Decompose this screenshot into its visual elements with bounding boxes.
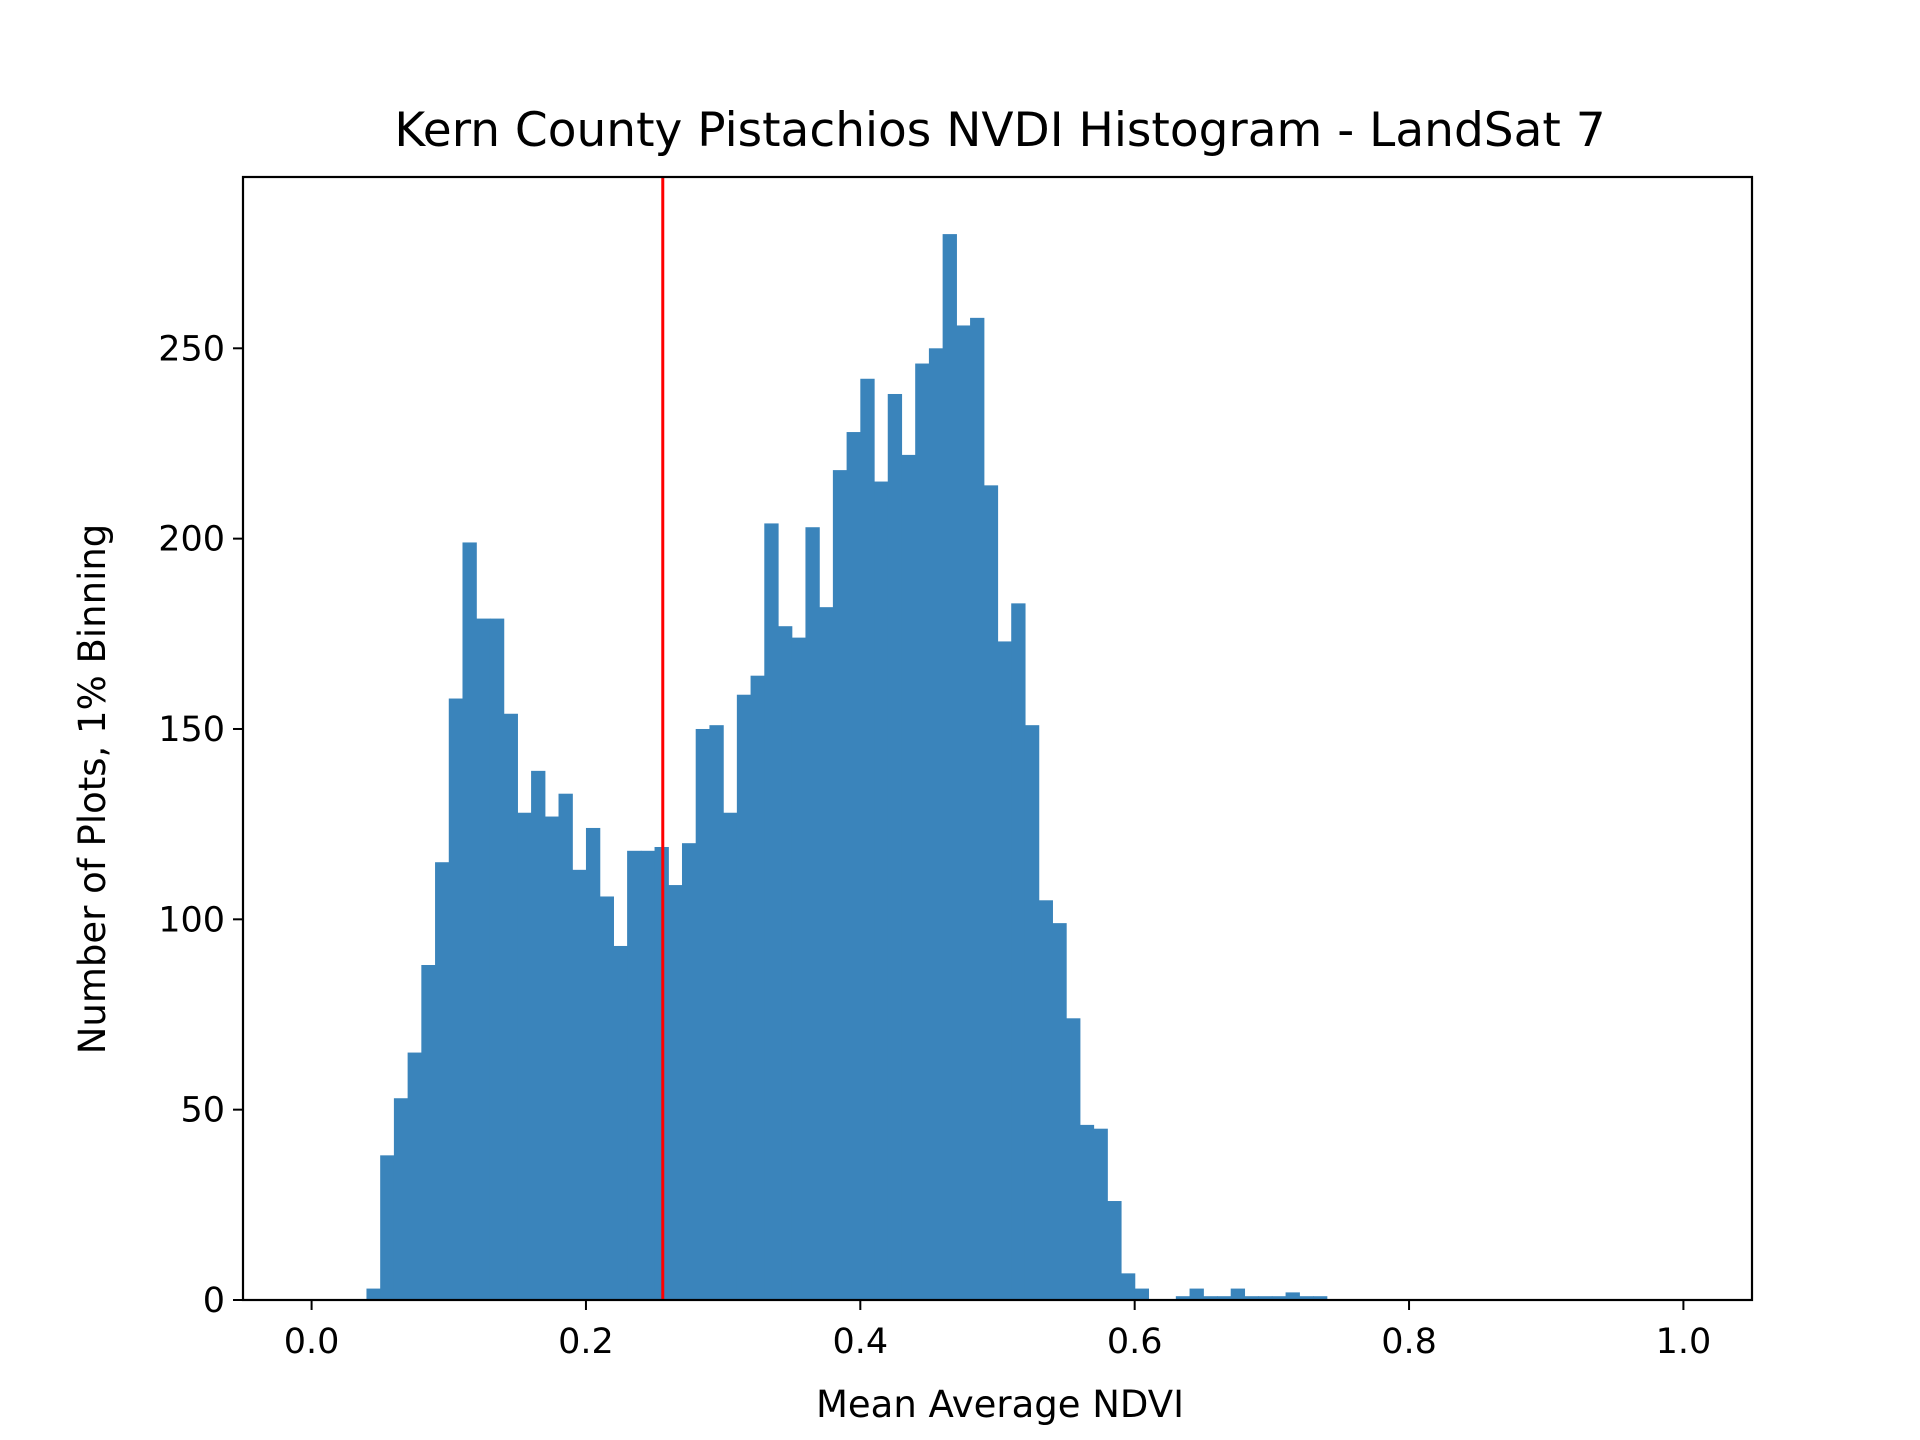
x-tick-label: 0.4 [832, 1322, 888, 1362]
histogram-bar [1271, 1296, 1287, 1300]
histogram-bar [668, 885, 683, 1300]
histogram-bar [613, 945, 628, 1300]
histogram-bar [1313, 1296, 1328, 1300]
chart-title: Kern County Pistachios NVDI Histogram - … [394, 103, 1605, 158]
histogram-bar [448, 698, 464, 1300]
histogram-bar [503, 713, 518, 1300]
histogram-bar [1175, 1296, 1191, 1300]
x-tick-label: 0.8 [1381, 1322, 1437, 1362]
x-tick-label: 0.0 [284, 1322, 340, 1362]
histogram-bar [1093, 1128, 1108, 1300]
histogram-bar [1285, 1292, 1300, 1300]
histogram-bar [1079, 1124, 1095, 1300]
histogram-bar [695, 728, 711, 1300]
histogram-bar [435, 862, 450, 1300]
histogram-bar [942, 234, 957, 1301]
histogram-bar [640, 850, 656, 1300]
histogram-bar [764, 523, 779, 1300]
histogram-bar [1230, 1288, 1246, 1300]
x-tick-label: 0.2 [558, 1322, 614, 1362]
histogram-bar [791, 637, 807, 1300]
histogram-bar [805, 527, 820, 1300]
histogram-bar [421, 965, 436, 1300]
histogram-bar [1066, 1018, 1081, 1300]
histogram-bar [1134, 1288, 1149, 1300]
histogram-bar [366, 1288, 381, 1300]
histogram-bar [1107, 1201, 1122, 1300]
histogram-bar [1203, 1296, 1218, 1300]
histogram-bar [928, 348, 944, 1301]
y-tick-label: 0 [203, 1281, 225, 1321]
histogram-bar [819, 607, 834, 1300]
histogram-bar [1299, 1296, 1314, 1300]
y-tick-label: 250 [158, 329, 225, 369]
histogram-bar [970, 317, 985, 1301]
histogram-bar [380, 1155, 395, 1300]
histogram-bars [366, 234, 1328, 1301]
histogram-bar [860, 378, 875, 1301]
histogram-bar [901, 454, 916, 1301]
y-tick-label: 100 [158, 900, 225, 940]
x-tick-label: 1.0 [1656, 1322, 1712, 1362]
histogram-bar [778, 626, 793, 1300]
histogram-bar [1244, 1296, 1259, 1300]
histogram-bar [983, 485, 999, 1301]
histogram-bar [997, 641, 1012, 1300]
histogram-bar [1120, 1273, 1136, 1300]
histogram-bar [915, 363, 930, 1300]
histogram-bar [393, 1098, 409, 1300]
histogram-bar [887, 393, 903, 1300]
histogram-bar [558, 793, 573, 1300]
histogram-bar [489, 618, 505, 1300]
histogram-bar [681, 843, 697, 1300]
histogram-bar [1258, 1296, 1273, 1300]
x-axis-ticks: 0.0 0.2 0.4 0.6 0.8 1.0 [284, 1300, 1711, 1362]
histogram-bar [832, 470, 848, 1300]
histogram-bar [846, 432, 861, 1301]
histogram-bar [1216, 1296, 1232, 1300]
histogram-bar [723, 812, 738, 1300]
plot-area-frame [241, 175, 1754, 1302]
histogram-bar [599, 896, 614, 1300]
histogram-bar [1011, 603, 1026, 1300]
histogram-bar [1052, 923, 1067, 1300]
y-axis-label: Number of Plots, 1% Binning [71, 524, 114, 1055]
histogram-bar [544, 816, 560, 1300]
x-tick-label: 0.6 [1107, 1322, 1163, 1362]
histogram-bar [407, 1052, 422, 1300]
x-axis-label: Mean Average NDVI [816, 1383, 1184, 1426]
histogram-bar [572, 869, 587, 1300]
y-tick-label: 50 [180, 1091, 225, 1131]
histogram-bar [517, 812, 532, 1300]
histogram-bar [585, 827, 601, 1300]
histogram-bar [736, 694, 752, 1300]
histogram-bar [956, 325, 971, 1300]
y-axis-ticks: 0 50 100 150 200 250 [158, 329, 243, 1321]
histogram-bar [1038, 900, 1053, 1300]
y-tick-label: 200 [158, 520, 225, 560]
histogram-bar [627, 850, 642, 1300]
y-tick-label: 150 [158, 710, 225, 750]
histogram-bar [531, 770, 546, 1300]
histogram-bar [874, 481, 889, 1300]
histogram-bar [709, 725, 724, 1300]
histogram-bar [1024, 725, 1040, 1300]
histogram-bar [476, 618, 491, 1300]
histogram-bar [1189, 1288, 1204, 1300]
histogram-bar [750, 675, 765, 1300]
histogram-bar [462, 542, 477, 1300]
